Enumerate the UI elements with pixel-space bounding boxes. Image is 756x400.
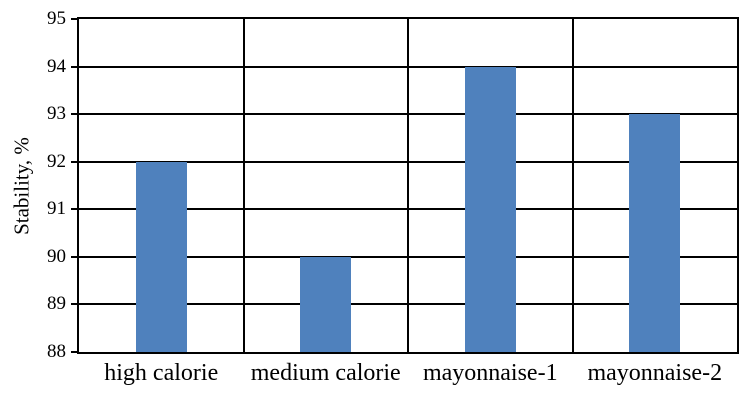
x-category-label: high calorie: [104, 360, 219, 386]
y-axis-tick: [71, 351, 77, 353]
category-separator-gridline: [242, 19, 245, 352]
bar-mayonnaise-1: [464, 66, 516, 352]
y-tick-label: 90: [47, 245, 66, 267]
bar-high-calorie: [135, 161, 187, 352]
category-separator-gridline: [407, 19, 409, 352]
x-category-label: medium calorie: [250, 360, 401, 386]
y-axis-tick: [71, 65, 77, 68]
bar-mayonnaise-2: [629, 114, 681, 352]
y-tick-label: 89: [47, 293, 66, 315]
y-axis-tick: [71, 255, 77, 258]
y-tick-label: 91: [47, 198, 66, 220]
y-tick-label: 92: [47, 150, 66, 172]
bar-medium-calorie: [300, 256, 352, 352]
y-axis-tick: [71, 113, 77, 116]
x-category-label: mayonnaise-1: [422, 360, 558, 386]
y-axis-tick: [71, 208, 77, 211]
y-axis-tick: [71, 303, 77, 306]
category-separator-gridline: [571, 19, 574, 352]
y-axis-tick: [71, 160, 77, 163]
plot-area: [71, 17, 739, 354]
y-tick-label: 88: [47, 341, 66, 362]
y-axis-tick: [71, 18, 77, 20]
y-tick-label: 94: [47, 55, 66, 77]
y-tick-label: 93: [47, 103, 66, 125]
y-tick-label: 95: [47, 8, 66, 29]
x-category-label: mayonnaise-2: [587, 360, 723, 386]
